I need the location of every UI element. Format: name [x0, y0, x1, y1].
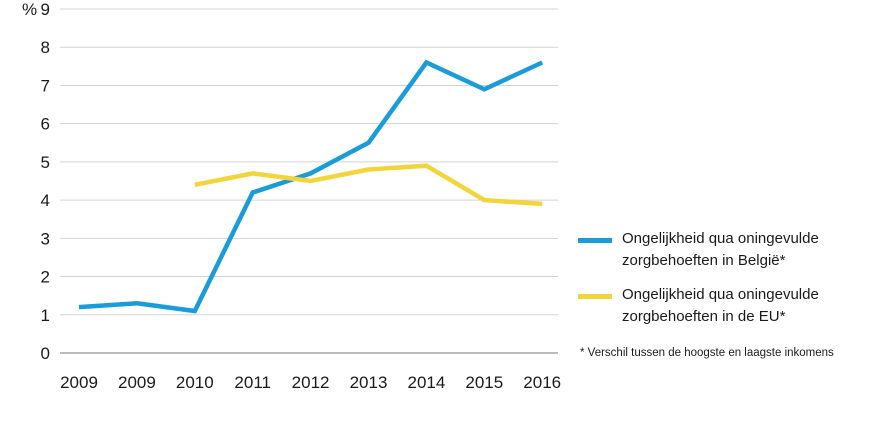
- legend-label-eu: Ongelijkheid qua oningevulde zorgbehoeft…: [622, 286, 819, 325]
- y-tick-label: 1: [41, 306, 50, 325]
- legend-item-eu: Ongelijkheid qua oningevulde zorgbehoeft…: [578, 284, 878, 328]
- y-tick-label: 7: [41, 76, 50, 95]
- y-tick-label: 8: [41, 38, 50, 57]
- y-tick-label: 0: [41, 344, 50, 363]
- y-tick-label: 3: [41, 229, 50, 248]
- y-tick-label: 9: [41, 0, 50, 19]
- y-tick-label: 5: [41, 153, 50, 172]
- x-tick-label: 2016: [523, 373, 561, 392]
- x-tick-label: 2012: [292, 373, 330, 392]
- y-axis-unit: %: [22, 0, 37, 19]
- series-line-eu: [194, 163, 543, 207]
- gridlines: [60, 8, 558, 354]
- y-tick-label: 4: [41, 191, 50, 210]
- x-tick-label: 2013: [350, 373, 388, 392]
- series-line-belgium: [78, 59, 544, 314]
- y-tick-label: 2: [41, 268, 50, 287]
- legend-swatch-belgium: [578, 238, 612, 243]
- x-tick-label: 2015: [465, 373, 503, 392]
- y-tick-label: 6: [41, 115, 50, 134]
- legend-label-belgium: Ongelijkheid qua oningevulde zorgbehoeft…: [622, 230, 819, 269]
- x-tick-label: 2009: [60, 373, 98, 392]
- legend: Ongelijkheid qua oningevulde zorgbehoeft…: [578, 228, 878, 340]
- x-tick-label: 2014: [407, 373, 445, 392]
- legend-item-belgium: Ongelijkheid qua oningevulde zorgbehoeft…: [578, 228, 878, 272]
- y-axis-ticks: 0 1 2 3 4 5 6 7 8 9: [41, 0, 50, 363]
- series-lines: [78, 59, 544, 314]
- footnote: * Verschil tussen de hoogste en laagste …: [580, 347, 834, 359]
- legend-swatch-eu: [578, 294, 612, 299]
- x-axis-ticks: 2009 2009 2010 2011 2012 2013 2014 2015 2016: [60, 373, 561, 392]
- x-tick-label: 2010: [176, 373, 214, 392]
- x-tick-label: 2011: [234, 373, 271, 392]
- x-tick-label: 2009: [118, 373, 156, 392]
